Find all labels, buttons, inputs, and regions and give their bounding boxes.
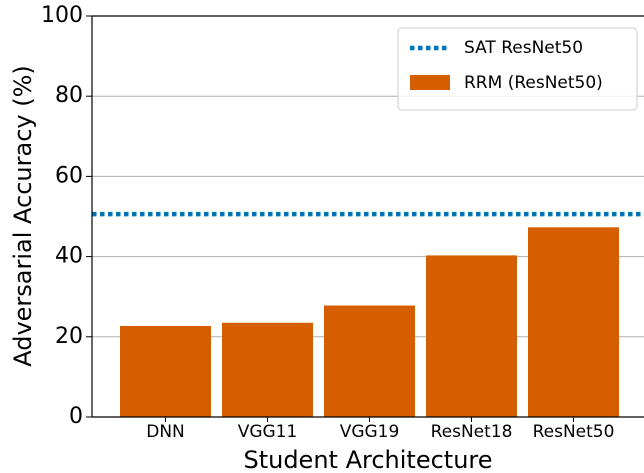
y-tick-label: 60 [55,163,83,188]
x-tick-label: DNN [146,422,185,442]
x-tick-label: ResNet50 [533,422,615,442]
y-tick-label: 80 [55,83,83,108]
x-axis-label: Student Architecture [243,446,492,473]
bar [222,322,313,417]
y-tick-label: 0 [69,404,83,429]
y-tick-label: 20 [55,324,83,349]
x-tick-label: VGG19 [340,422,400,442]
legend-swatch [410,75,450,90]
x-tick-label: ResNet18 [431,422,513,442]
legend-label: RRM (ResNet50) [464,73,603,93]
bar [324,305,415,417]
y-tick-label: 40 [55,244,83,269]
y-axis-label: Adversarial Accuracy (%) [9,65,37,367]
bar [120,325,211,417]
bar [426,255,517,417]
legend-box [397,27,638,111]
legend-label: SAT ResNet50 [464,38,583,58]
y-tick-label: 100 [41,3,83,28]
bar [528,227,619,417]
x-tick-label: VGG11 [238,422,298,442]
